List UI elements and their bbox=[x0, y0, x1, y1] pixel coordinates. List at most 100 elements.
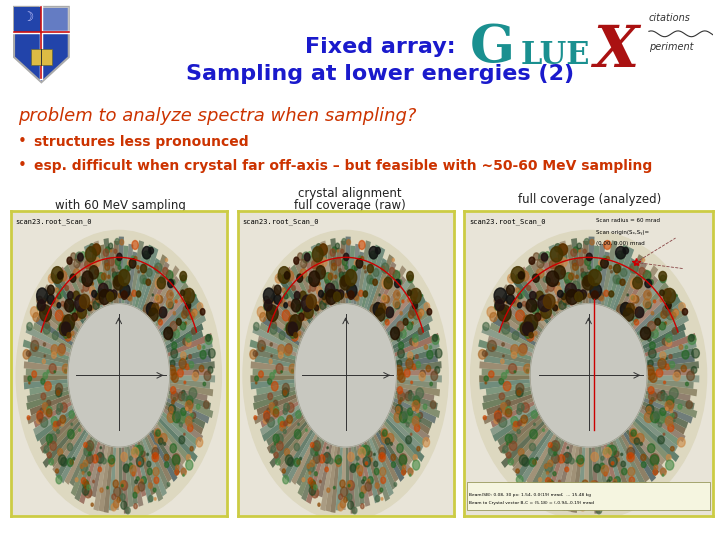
Circle shape bbox=[286, 322, 296, 335]
Circle shape bbox=[75, 478, 78, 482]
Circle shape bbox=[148, 468, 152, 475]
Polygon shape bbox=[595, 446, 606, 507]
Circle shape bbox=[176, 465, 179, 470]
Circle shape bbox=[384, 307, 388, 314]
Circle shape bbox=[399, 373, 405, 382]
Polygon shape bbox=[348, 447, 356, 514]
Polygon shape bbox=[53, 286, 83, 327]
Circle shape bbox=[56, 429, 60, 434]
Circle shape bbox=[270, 324, 277, 334]
Circle shape bbox=[63, 330, 69, 339]
Circle shape bbox=[154, 429, 161, 437]
Circle shape bbox=[149, 247, 153, 254]
Polygon shape bbox=[158, 417, 198, 462]
Circle shape bbox=[131, 256, 135, 261]
Circle shape bbox=[415, 424, 420, 431]
Polygon shape bbox=[33, 404, 73, 435]
Circle shape bbox=[333, 292, 341, 301]
Polygon shape bbox=[35, 408, 75, 442]
Circle shape bbox=[635, 307, 644, 318]
Circle shape bbox=[340, 275, 351, 290]
Circle shape bbox=[155, 263, 162, 273]
Circle shape bbox=[606, 256, 609, 260]
Circle shape bbox=[498, 419, 500, 422]
Circle shape bbox=[558, 252, 567, 262]
Circle shape bbox=[88, 305, 91, 311]
Circle shape bbox=[190, 413, 193, 417]
Polygon shape bbox=[510, 423, 547, 467]
Circle shape bbox=[112, 272, 117, 278]
Circle shape bbox=[181, 352, 186, 360]
Circle shape bbox=[354, 266, 357, 271]
Circle shape bbox=[341, 277, 348, 286]
Circle shape bbox=[319, 455, 325, 463]
Text: Scan origin(Sₓ,Sᵧ)=: Scan origin(Sₓ,Sᵧ)= bbox=[596, 231, 649, 235]
Circle shape bbox=[40, 305, 51, 321]
Circle shape bbox=[347, 494, 352, 501]
Polygon shape bbox=[166, 397, 210, 423]
Circle shape bbox=[498, 305, 511, 321]
Circle shape bbox=[107, 275, 110, 279]
Circle shape bbox=[297, 460, 300, 464]
Circle shape bbox=[554, 302, 560, 310]
Circle shape bbox=[334, 275, 337, 279]
Polygon shape bbox=[59, 267, 89, 320]
Circle shape bbox=[413, 400, 420, 409]
Circle shape bbox=[180, 322, 186, 330]
Polygon shape bbox=[326, 245, 338, 305]
Polygon shape bbox=[377, 429, 407, 476]
Circle shape bbox=[184, 292, 186, 294]
Circle shape bbox=[99, 298, 103, 305]
Circle shape bbox=[621, 302, 631, 316]
Circle shape bbox=[345, 266, 348, 269]
Circle shape bbox=[495, 411, 501, 419]
Circle shape bbox=[115, 258, 121, 266]
Circle shape bbox=[649, 342, 655, 349]
Circle shape bbox=[546, 478, 551, 484]
Circle shape bbox=[537, 259, 544, 268]
Circle shape bbox=[395, 404, 402, 414]
Polygon shape bbox=[490, 322, 535, 350]
Circle shape bbox=[50, 434, 56, 444]
Circle shape bbox=[402, 469, 405, 475]
Circle shape bbox=[172, 332, 176, 337]
Circle shape bbox=[541, 306, 552, 319]
Circle shape bbox=[646, 302, 651, 309]
Circle shape bbox=[256, 382, 257, 384]
Circle shape bbox=[518, 421, 522, 426]
Polygon shape bbox=[495, 311, 538, 343]
Circle shape bbox=[495, 303, 500, 310]
Circle shape bbox=[274, 407, 279, 414]
Polygon shape bbox=[140, 439, 163, 502]
Circle shape bbox=[184, 322, 186, 325]
Circle shape bbox=[264, 418, 267, 423]
Circle shape bbox=[368, 477, 373, 484]
Circle shape bbox=[192, 420, 194, 422]
Polygon shape bbox=[566, 245, 580, 305]
Circle shape bbox=[185, 299, 186, 301]
Polygon shape bbox=[150, 429, 180, 476]
Circle shape bbox=[110, 249, 112, 252]
Polygon shape bbox=[318, 443, 333, 497]
Circle shape bbox=[629, 477, 634, 483]
Circle shape bbox=[408, 290, 411, 295]
Polygon shape bbox=[253, 326, 298, 353]
Polygon shape bbox=[164, 314, 206, 346]
Circle shape bbox=[46, 409, 52, 417]
Polygon shape bbox=[166, 330, 203, 353]
Circle shape bbox=[133, 492, 137, 498]
Polygon shape bbox=[503, 302, 541, 336]
Circle shape bbox=[65, 285, 68, 291]
Circle shape bbox=[431, 401, 436, 409]
Circle shape bbox=[534, 313, 541, 321]
Circle shape bbox=[577, 258, 583, 266]
Circle shape bbox=[45, 321, 50, 328]
Circle shape bbox=[342, 258, 348, 266]
Circle shape bbox=[153, 455, 156, 459]
Circle shape bbox=[609, 291, 614, 297]
Polygon shape bbox=[612, 258, 636, 312]
Circle shape bbox=[561, 264, 563, 267]
Circle shape bbox=[585, 272, 591, 281]
Circle shape bbox=[148, 483, 152, 488]
Polygon shape bbox=[124, 244, 133, 305]
